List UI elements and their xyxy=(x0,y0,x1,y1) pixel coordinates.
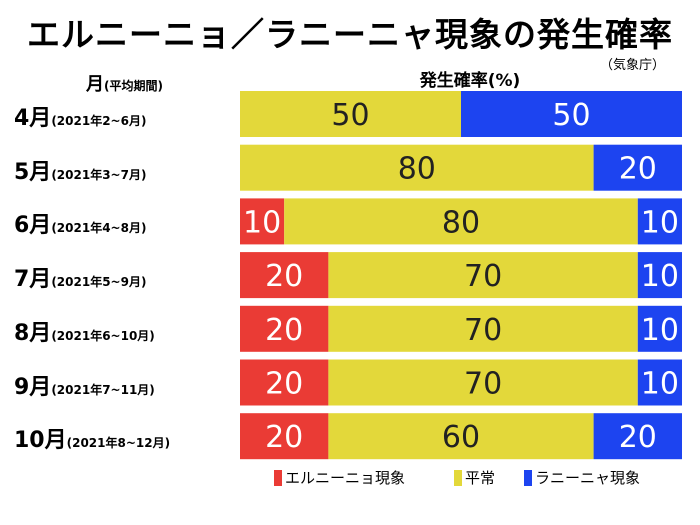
row-label: 9月(2021年7~11月) xyxy=(14,369,236,401)
data-label-normal: 50 xyxy=(331,98,369,133)
row-label-period: (2021年8~12月) xyxy=(66,436,171,451)
bar-segment-normal xyxy=(328,359,638,406)
data-label-normal: 70 xyxy=(464,259,502,294)
data-label-normal: 60 xyxy=(442,420,480,455)
bar-segment-el-nino xyxy=(240,198,285,245)
row-label-month: 8月 xyxy=(14,320,52,346)
legend-label-la-nina: ラニーニャ現象 xyxy=(535,469,641,487)
chart-title: エルニーニョ／ラニーニャ現象の発生確率 xyxy=(27,15,673,54)
row-label: 8月(2021年6~10月) xyxy=(14,315,236,347)
row-label: 6月(2021年4~8月) xyxy=(14,207,236,239)
row-label-month: 5月 xyxy=(14,159,52,185)
bar-segment-normal xyxy=(328,305,638,352)
x-axis-label: 発生確率(%) xyxy=(419,71,521,91)
data-label-la-nina: 10 xyxy=(641,313,679,348)
bar-segment-la-nina xyxy=(637,305,682,352)
y-axis-label-main: 月 xyxy=(86,74,104,95)
row-label: 10月(2021年8~12月) xyxy=(14,422,236,454)
data-label-la-nina: 50 xyxy=(552,98,590,133)
row-label: 4月(2021年2~6月) xyxy=(14,100,236,132)
data-label-la-nina: 20 xyxy=(619,420,657,455)
bar-segment-normal xyxy=(284,198,638,245)
y-axis-label-sub: (平均期間) xyxy=(104,79,163,93)
row-label-period: (2021年4~8月) xyxy=(51,221,147,236)
legend-item-la-nina: ラニーニャ現象 xyxy=(524,467,640,488)
legend-swatch-la-nina xyxy=(524,469,532,486)
bar-segment-el-nino xyxy=(240,252,329,299)
data-label-la-nina: 10 xyxy=(641,259,679,294)
row-label-period: (2021年2~6月) xyxy=(51,114,147,128)
legend-item-normal: 平常 xyxy=(454,467,495,488)
row-label-period: (2021年7~11月) xyxy=(51,382,155,397)
legend-swatch-normal xyxy=(454,469,462,486)
bar-segment-normal xyxy=(240,91,461,137)
bar-segment-la-nina xyxy=(637,252,682,299)
data-label-la-nina: 20 xyxy=(619,152,657,187)
legend-label-normal: 平常 xyxy=(465,469,496,487)
row-label-period: (2021年5~9月) xyxy=(51,275,147,290)
bar-segment-la-nina xyxy=(637,198,682,245)
data-label-el-nino: 20 xyxy=(265,367,303,402)
data-label-la-nina: 10 xyxy=(641,367,679,402)
row-label-month: 4月 xyxy=(14,106,52,131)
legend-swatch-el-nino xyxy=(274,469,282,486)
bar-segment-el-nino xyxy=(240,359,329,406)
bar-segment-el-nino xyxy=(240,413,329,460)
data-label-normal: 70 xyxy=(464,367,502,402)
row-label: 7月(2021年5~9月) xyxy=(14,261,236,293)
row-label-month: 6月 xyxy=(14,213,52,239)
bar-segment-normal xyxy=(328,413,594,460)
data-label-el-nino: 20 xyxy=(265,420,303,455)
data-label-normal: 80 xyxy=(442,205,480,240)
data-label-el-nino: 10 xyxy=(243,205,281,240)
bar-segment-la-nina xyxy=(637,359,682,406)
bar-segment-normal xyxy=(240,144,594,191)
y-axis-label: 月(平均期間) xyxy=(86,70,163,96)
legend-label-el-nino: エルニーニョ現象 xyxy=(285,469,406,487)
bar-segment-la-nina xyxy=(461,91,682,137)
data-label-normal: 70 xyxy=(464,313,502,348)
bar-segment-la-nina xyxy=(593,413,682,460)
bar-segment-normal xyxy=(328,252,638,299)
row-label-month: 10月 xyxy=(14,428,67,454)
data-label-el-nino: 20 xyxy=(265,313,303,348)
data-label-normal: 80 xyxy=(398,152,436,187)
row-label-month: 7月 xyxy=(14,267,52,293)
row-label-period: (2021年6~10月) xyxy=(51,328,155,343)
source-label: （気象庁） xyxy=(600,58,666,73)
bar-segment-la-nina xyxy=(593,144,682,191)
bar-segment-el-nino xyxy=(240,305,329,352)
row-label: 5月(2021年3~7月) xyxy=(14,154,236,186)
row-label-month: 9月 xyxy=(14,374,52,400)
data-label-la-nina: 10 xyxy=(641,205,679,240)
legend-item-el-nino: エルニーニョ現象 xyxy=(274,467,405,488)
row-label-period: (2021年3~7月) xyxy=(51,167,147,182)
data-label-el-nino: 20 xyxy=(265,259,303,294)
